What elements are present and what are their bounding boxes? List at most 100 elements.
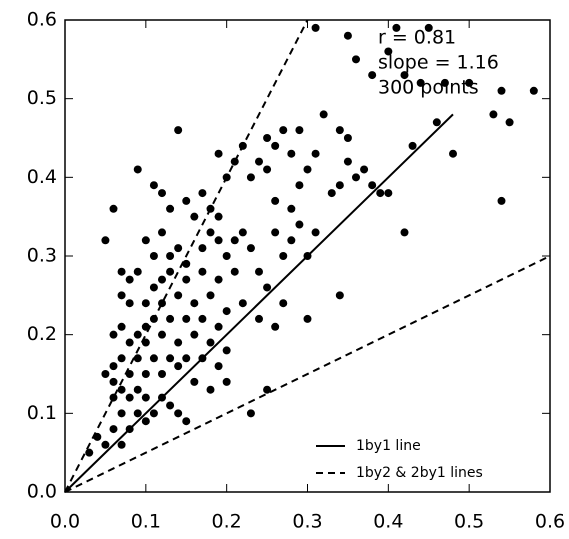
point [174, 126, 183, 135]
point [158, 275, 166, 284]
point [214, 322, 223, 331]
point [109, 204, 118, 213]
point [214, 149, 223, 158]
point [295, 220, 304, 229]
point [222, 252, 231, 260]
point [133, 409, 142, 418]
point [505, 118, 514, 127]
point [166, 354, 175, 363]
point [117, 385, 126, 394]
point [497, 86, 506, 95]
x-tick-label: 0.6 [535, 511, 565, 533]
point [85, 448, 94, 457]
point [109, 330, 118, 339]
y-tick-label: 0.4 [27, 166, 57, 188]
x-tick-label: 0.3 [292, 511, 322, 533]
point [255, 267, 263, 276]
point [255, 314, 263, 323]
point [133, 267, 142, 276]
point [206, 338, 215, 347]
point [198, 189, 207, 198]
point [109, 377, 118, 386]
point [117, 354, 126, 363]
point [158, 299, 166, 308]
point [440, 78, 449, 87]
point [158, 393, 166, 402]
point [335, 181, 344, 190]
point [222, 346, 231, 355]
point [133, 330, 142, 339]
point [125, 370, 134, 378]
point [101, 236, 110, 245]
point [384, 47, 393, 56]
point [384, 189, 393, 198]
point [125, 299, 134, 308]
point [125, 275, 134, 284]
point [343, 31, 352, 40]
point [190, 377, 199, 386]
point [133, 385, 142, 394]
point [222, 377, 231, 386]
point [263, 385, 272, 394]
reference-line [64, 113, 454, 493]
point [343, 134, 352, 142]
point [214, 362, 223, 371]
point [190, 212, 199, 221]
point [166, 252, 175, 260]
point [287, 236, 296, 245]
point [182, 417, 191, 426]
annotation: slope = 1.16 [378, 52, 499, 74]
point [246, 409, 255, 418]
point [206, 291, 215, 300]
point [352, 173, 360, 182]
point [149, 354, 158, 363]
point [271, 141, 280, 150]
point [230, 157, 239, 166]
point [109, 425, 118, 434]
point [222, 173, 231, 182]
point [174, 244, 183, 253]
y-tick-label: 0.6 [27, 9, 57, 31]
point [255, 157, 263, 166]
point [408, 141, 417, 150]
point [214, 236, 223, 245]
point [198, 244, 207, 253]
point [311, 149, 320, 158]
point [101, 440, 110, 449]
point [206, 228, 215, 237]
point [166, 401, 175, 410]
point [174, 291, 183, 300]
point [303, 252, 312, 260]
point [182, 314, 191, 323]
point [465, 78, 474, 87]
point [214, 212, 223, 221]
point [230, 267, 239, 276]
point [319, 110, 328, 119]
point [335, 291, 344, 300]
point [287, 149, 296, 158]
point [141, 393, 150, 402]
y-tick-label: 0.0 [27, 481, 57, 503]
point [400, 228, 409, 237]
point [141, 299, 150, 308]
point [133, 165, 142, 174]
x-tick-label: 0.5 [454, 511, 484, 533]
annotation: r = 0.81 [378, 27, 456, 49]
point [190, 330, 199, 339]
point [182, 259, 191, 268]
point [166, 314, 175, 323]
point [311, 228, 320, 237]
point [449, 149, 457, 158]
point [198, 354, 207, 363]
point [311, 23, 320, 32]
point [368, 181, 377, 190]
point [149, 409, 158, 418]
point [182, 275, 191, 284]
point [125, 393, 134, 402]
point [246, 173, 255, 182]
point [158, 189, 166, 198]
point [360, 165, 369, 174]
point [149, 181, 158, 190]
